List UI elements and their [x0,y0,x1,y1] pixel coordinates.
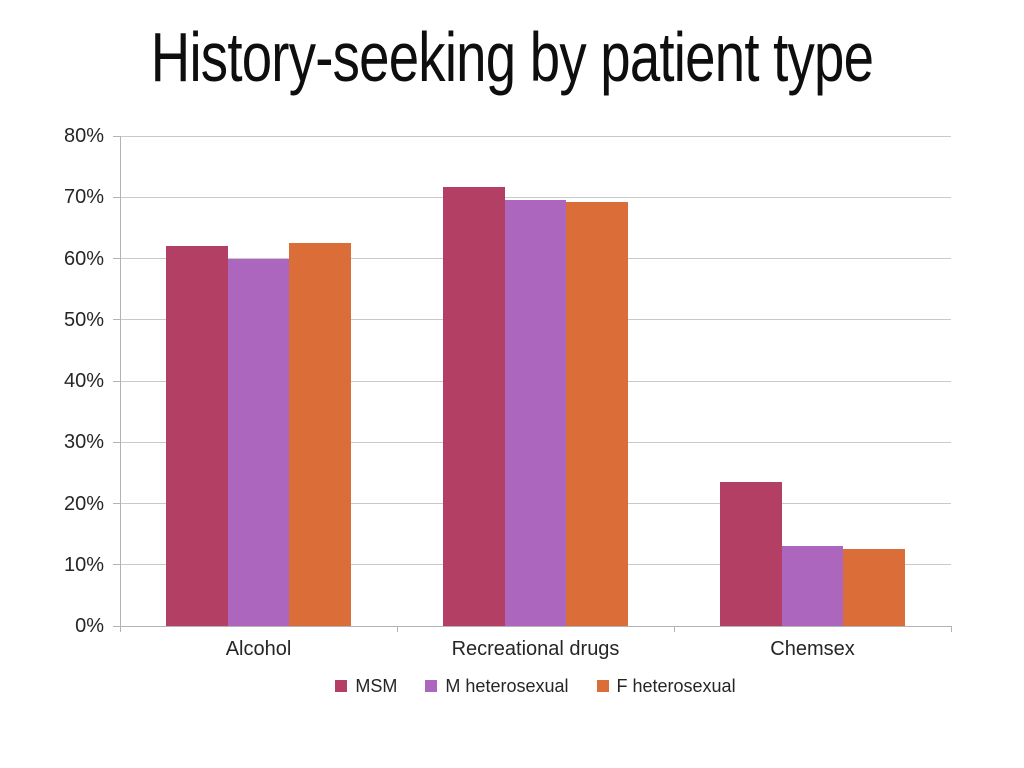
x-tick-3 [951,626,952,632]
y-axis-label-60-: 60% [63,247,104,270]
bar-m-heterosexual-chemsex [781,546,844,626]
legend-swatch-f-heterosexual [596,680,609,692]
bar-msm-recreational-drugs [443,186,505,626]
y-tick-30- [113,441,120,443]
gridline-80- [120,135,951,137]
y-axis-label-50-: 50% [63,308,104,331]
slide-title: History-seeking by patient type [150,18,874,96]
legend-swatch-msm [335,680,348,692]
legend-label-msm: MSM [355,676,398,696]
x-tick-1 [397,626,398,632]
y-tick-80- [113,135,120,137]
y-tick-10- [113,564,120,566]
y-axis-line [120,136,121,632]
x-axis-label-recreational-drugs: Recreational drugs [451,638,620,660]
y-tick-40- [113,380,120,382]
legend-item-m-heterosexual: M heterosexual [425,675,569,697]
x-axis-label-alcohol: Alcohol [225,638,292,660]
bar-f-heterosexual-alcohol [289,243,351,626]
bar-f-heterosexual-recreational-drugs [566,201,628,626]
bar-m-heterosexual-recreational-drugs [504,200,567,626]
legend-label-m-heterosexual: M heterosexual [445,676,569,696]
y-axis-label-40-: 40% [63,370,104,392]
legend-label-f-heterosexual: F heterosexual [616,676,736,696]
y-axis-label-30-: 30% [63,431,104,454]
x-axis-line [120,626,952,627]
x-axis-label-chemsex: Chemsex [770,638,855,660]
bar-m-heterosexual-alcohol [227,258,290,626]
bar-msm-chemsex [720,482,782,626]
legend-item-msm: MSM [335,675,397,697]
legend-swatch-m-heterosexual [425,680,438,692]
y-axis-label-70-: 70% [63,186,104,209]
x-tick-0 [120,626,121,632]
y-axis-label-10-: 10% [63,553,104,576]
y-axis-label-20-: 20% [63,492,104,515]
legend: MSM M heterosexual F heterosexual [120,675,951,697]
gridline-70- [120,196,951,198]
y-tick-60- [113,258,120,259]
y-tick-20- [113,503,120,504]
legend-item-f-heterosexual: F heterosexual [596,675,736,697]
x-tick-2 [674,626,675,632]
y-tick-0- [113,625,120,627]
y-axis-label-0-: 0% [75,615,104,637]
y-tick-50- [113,319,120,321]
bar-f-heterosexual-chemsex [843,549,905,626]
y-axis-label-80-: 80% [63,125,104,147]
y-tick-70- [113,196,120,198]
bar-msm-alcohol [166,246,228,626]
